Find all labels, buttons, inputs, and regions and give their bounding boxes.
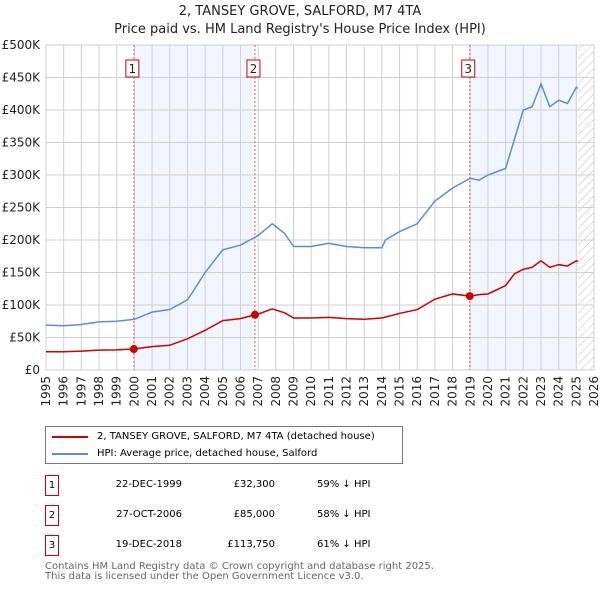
y-tick-label: £200K xyxy=(2,233,42,247)
marker-box xyxy=(125,59,140,78)
x-tick-label: 2004 xyxy=(198,376,212,407)
footer-line: This data is licensed under the Open Gov… xyxy=(45,571,364,582)
marker-label: 2 xyxy=(250,62,258,76)
transaction-number: 2 xyxy=(45,505,59,526)
marker-label: 3 xyxy=(464,62,472,76)
transaction-hpi-diff: 58% ↓ HPI xyxy=(317,509,371,520)
y-tick-label: £250K xyxy=(2,201,42,215)
transaction-number: 1 xyxy=(45,475,59,496)
y-tick-label: £300K xyxy=(2,168,42,182)
marker-label: 1 xyxy=(129,62,137,76)
transaction-price: £85,000 xyxy=(233,509,275,520)
x-tick-label: 2010 xyxy=(304,376,318,407)
x-tick-label: 1997 xyxy=(74,376,88,407)
x-tick-label: 2020 xyxy=(481,376,495,407)
x-tick-label: 1995 xyxy=(39,376,53,407)
y-tick-label: £500K xyxy=(2,38,42,52)
y-tick-label: £50K xyxy=(9,331,41,345)
x-tick-label: 2006 xyxy=(233,376,247,407)
x-tick-label: 2016 xyxy=(410,376,424,407)
series-line xyxy=(45,81,579,327)
footer-line: Contains HM Land Registry data © Crown c… xyxy=(45,561,434,572)
x-tick-label: 2008 xyxy=(269,376,283,407)
x-tick-label: 2021 xyxy=(499,376,513,407)
x-tick-label: 2013 xyxy=(357,376,371,407)
series-line xyxy=(46,259,579,353)
legend: 2, TANSEY GROVE, SALFORD, M7 4TA (detach… xyxy=(45,426,403,464)
y-tick-label: £0 xyxy=(25,363,40,377)
y-tick-label: £100K xyxy=(2,298,42,312)
transaction-hpi-diff: 59% ↓ HPI xyxy=(317,479,371,490)
transaction-date: 19-DEC-2018 xyxy=(115,539,182,550)
x-tick-label: 1996 xyxy=(57,376,71,407)
x-tick-label: 2005 xyxy=(216,376,230,407)
y-tick-label: £400K xyxy=(2,103,42,117)
transaction-row: 3 19-DEC-2018 £113,750 61% ↓ HPI xyxy=(45,535,445,556)
legend-label: HPI: Average price, detached house, Salf… xyxy=(97,448,318,459)
transaction-hpi-diff: 61% ↓ HPI xyxy=(317,539,371,550)
marker-box xyxy=(461,59,476,78)
x-tick-label: 2014 xyxy=(375,376,389,407)
x-tick-label: 1998 xyxy=(92,376,106,407)
transaction-price: £32,300 xyxy=(233,479,275,490)
chart-subtitle: Price paid vs. HM Land Registry's House … xyxy=(114,22,486,37)
x-tick-label: 2017 xyxy=(428,376,442,407)
legend-item-hpi: HPI: Average price, detached house, Salf… xyxy=(52,448,317,459)
y-tick-label: £350K xyxy=(2,136,42,150)
x-tick-label: 2009 xyxy=(286,376,300,407)
x-tick-label: 2000 xyxy=(127,376,141,407)
transaction-price: £113,750 xyxy=(227,539,275,550)
x-tick-label: 2007 xyxy=(251,376,265,407)
x-tick-label: 2019 xyxy=(463,376,477,407)
transaction-row: 1 22-DEC-1999 £32,300 59% ↓ HPI xyxy=(45,475,445,496)
x-tick-label: 1999 xyxy=(110,376,124,407)
x-tick-label: 2025 xyxy=(569,376,583,407)
transaction-date: 22-DEC-1999 xyxy=(115,479,182,490)
x-tick-label: 2024 xyxy=(552,376,566,407)
price-chart: 1995 1996 1997 1998 1999 2000 2001 2002 2003 2004… xyxy=(2,38,600,407)
y-tick-label: £150K xyxy=(2,266,42,280)
marker-box xyxy=(246,59,261,78)
sale-point xyxy=(250,310,259,319)
transaction-row: 2 27-OCT-2006 £85,000 58% ↓ HPI xyxy=(45,505,445,526)
x-tick-label: 2015 xyxy=(393,376,407,407)
x-tick-label: 2003 xyxy=(180,376,194,407)
x-tick-label: 2018 xyxy=(446,376,460,407)
sale-point xyxy=(129,345,138,354)
x-tick-label: 2002 xyxy=(163,376,177,407)
legend-label: 2, TANSEY GROVE, SALFORD, M7 4TA (detach… xyxy=(97,431,375,442)
transaction-number: 3 xyxy=(45,535,59,556)
x-tick-label: 2023 xyxy=(534,376,548,407)
x-tick-label: 2001 xyxy=(145,376,159,407)
x-tick-label: 2022 xyxy=(516,376,530,407)
legend-item-property: 2, TANSEY GROVE, SALFORD, M7 4TA (detach… xyxy=(52,431,375,442)
sale-point xyxy=(465,292,474,301)
x-tick-label: 2011 xyxy=(322,376,336,407)
x-tick-label: 2026 xyxy=(587,376,600,407)
transaction-date: 27-OCT-2006 xyxy=(116,509,182,520)
chart-title: 2, TANSEY GROVE, SALFORD, M7 4TA xyxy=(178,4,422,19)
y-tick-label: £450K xyxy=(2,71,42,85)
x-tick-label: 2012 xyxy=(340,376,354,407)
